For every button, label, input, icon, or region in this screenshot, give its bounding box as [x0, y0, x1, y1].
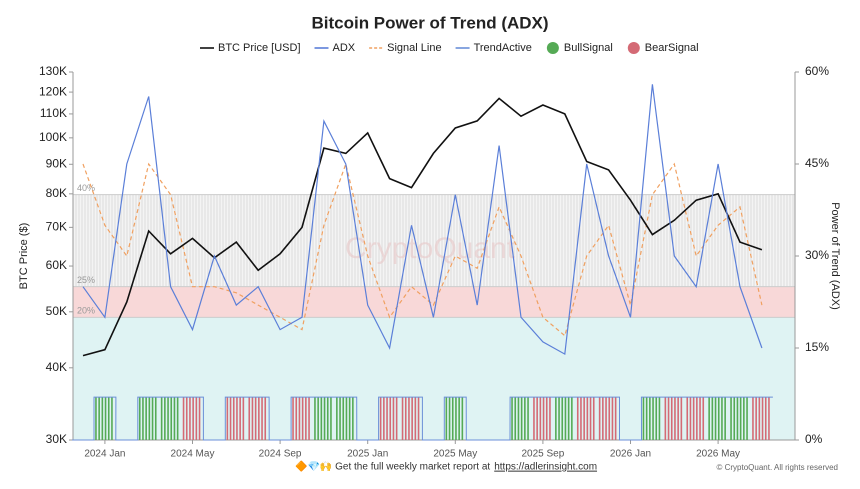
y2-tick-label: 30% — [805, 248, 829, 262]
level-label: 40% — [77, 183, 95, 193]
signal-bar — [686, 397, 705, 440]
legend-marker — [546, 42, 559, 54]
series-line — [82, 161, 763, 337]
signal-bar — [248, 397, 267, 440]
level-label: 20% — [77, 306, 95, 316]
level-label: 25% — [77, 275, 95, 285]
x-tick-label: 2026 Jan — [610, 449, 651, 460]
footer-text: 🔶💎🙌 Get the full weekly market report at — [295, 460, 490, 473]
y2-tick-label: 45% — [805, 156, 829, 170]
y-tick-label: 30K — [46, 432, 67, 446]
y2-axis-label: Power of Trend (ADX) — [829, 202, 841, 310]
watermark: CryptoQuant — [345, 232, 516, 265]
trend-active — [72, 396, 773, 441]
y2-tick-label: 15% — [805, 340, 829, 354]
y-tick-label: 120K — [39, 84, 67, 98]
signal-bar — [576, 397, 595, 440]
copyright: © CryptoQuant. All rights reserved — [717, 463, 839, 472]
y-tick-label: 90K — [46, 156, 67, 170]
signal-bar — [292, 397, 310, 440]
x-tick-label: 2025 Sep — [521, 449, 564, 460]
signal-bar — [401, 397, 420, 440]
x-tick-label: 2025 Jan — [347, 449, 388, 460]
signal-bar — [730, 397, 748, 440]
signal-bar — [160, 397, 179, 440]
signal-bar — [445, 397, 464, 440]
signal-bar — [336, 397, 354, 440]
y-tick-label: 60K — [46, 258, 67, 272]
y-tick-label: 130K — [39, 64, 67, 78]
x-tick-label: 2024 May — [171, 449, 215, 460]
y-tick-label: 70K — [46, 220, 67, 234]
x-tick-label: 2026 May — [696, 449, 740, 460]
legend-label: BullSignal — [564, 42, 613, 54]
signal-bar — [555, 397, 573, 440]
signal-bar — [664, 397, 683, 440]
signal-bar — [598, 397, 617, 440]
y-tick-label: 80K — [46, 186, 67, 200]
legend-label: BTC Price [USD] — [218, 42, 301, 54]
y2-tick-label: 60% — [805, 64, 829, 78]
y-tick-label: 100K — [39, 130, 67, 144]
footer-link[interactable]: https://adlerinsight.com — [494, 462, 597, 473]
zone-mid — [73, 194, 795, 287]
y-tick-label: 110K — [40, 106, 67, 120]
legend: BTC Price [USD] ADX Signal Line TrendActive… — [200, 42, 699, 54]
signal-bar — [95, 397, 113, 440]
legend-label: Signal Line — [387, 42, 441, 54]
legend-marker — [627, 42, 640, 54]
signal-bar — [533, 397, 551, 440]
series-line — [82, 84, 763, 356]
y-axis-label: BTC Price ($) — [18, 223, 30, 290]
y-tick-label: 50K — [46, 304, 67, 318]
signal-bar — [511, 397, 529, 440]
chart-title: Bitcoin Power of Trend (ADX) — [311, 13, 548, 32]
signal-bar — [314, 397, 332, 440]
signal-bar — [138, 397, 157, 440]
y2-tick-label: 0% — [805, 432, 823, 446]
legend-label: TrendActive — [474, 42, 532, 54]
signal-bar — [226, 397, 245, 440]
signal-bar — [379, 397, 398, 440]
x-tick-label: 2025 May — [433, 449, 477, 460]
series-line — [82, 97, 763, 357]
signal-bar — [642, 397, 661, 440]
signal-bar — [708, 397, 726, 440]
signal-bar — [752, 397, 770, 440]
legend-label: ADX — [333, 42, 356, 54]
legend-label: BearSignal — [645, 42, 699, 54]
signal-bar — [182, 397, 201, 440]
x-tick-label: 2024 Jan — [84, 449, 125, 460]
y-tick-label: 40K — [46, 360, 67, 374]
x-tick-label: 2024 Sep — [259, 449, 302, 460]
